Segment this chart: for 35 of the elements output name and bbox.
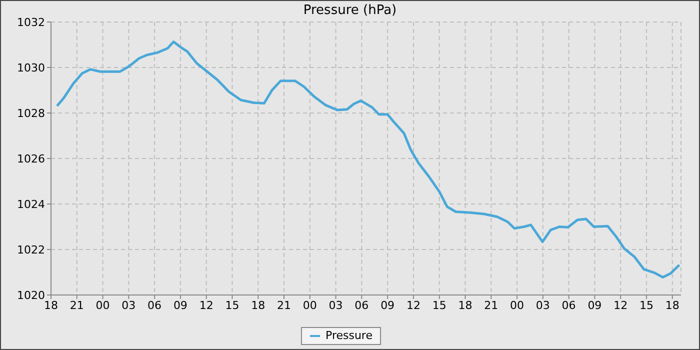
y-tick-label: 1022 [17, 243, 45, 256]
x-tick-label: 09 [588, 298, 602, 312]
y-tick-label: 1020 [17, 288, 45, 302]
x-tick-label: 00 [510, 298, 524, 312]
x-tick-label: 18 [251, 298, 266, 312]
x-tick-label: 09 [173, 298, 188, 312]
x-tick-label: 03 [122, 298, 136, 312]
x-tick-label: 18 [44, 298, 58, 312]
legend-label: Pressure [324, 329, 372, 343]
y-tick-label: 1024 [17, 198, 45, 211]
x-tick-label: 00 [302, 298, 317, 312]
x-tick-label: 12 [406, 298, 420, 312]
x-tick-label: 09 [380, 298, 395, 312]
x-tick-label: 00 [96, 298, 110, 312]
x-tick-label: 15 [432, 298, 446, 312]
x-tick-label: 03 [328, 298, 343, 312]
chart-title: Pressure (hPa) [303, 3, 397, 18]
x-tick-label: 18 [665, 298, 680, 312]
x-tick-label: 12 [614, 298, 628, 312]
x-tick-label: 12 [199, 298, 214, 312]
x-tick-label: 06 [354, 298, 369, 312]
x-tick-label: 03 [536, 298, 550, 312]
x-tick-label: 21 [484, 298, 498, 312]
y-tick-label: 1032 [17, 16, 45, 29]
y-tick-label: 1030 [17, 61, 45, 74]
x-tick-label: 21 [277, 298, 292, 312]
line-series [56, 40, 681, 279]
x-tick-label: 21 [70, 298, 84, 312]
x-tick-label: 06 [562, 298, 576, 312]
x-tick-label: 15 [639, 298, 654, 312]
x-tick-label: 15 [225, 298, 240, 312]
x-tick-label: 18 [458, 298, 472, 312]
y-tick-label: 1028 [17, 106, 45, 120]
y-tick-label: 1026 [17, 152, 45, 166]
x-tick-label: 06 [148, 298, 162, 312]
